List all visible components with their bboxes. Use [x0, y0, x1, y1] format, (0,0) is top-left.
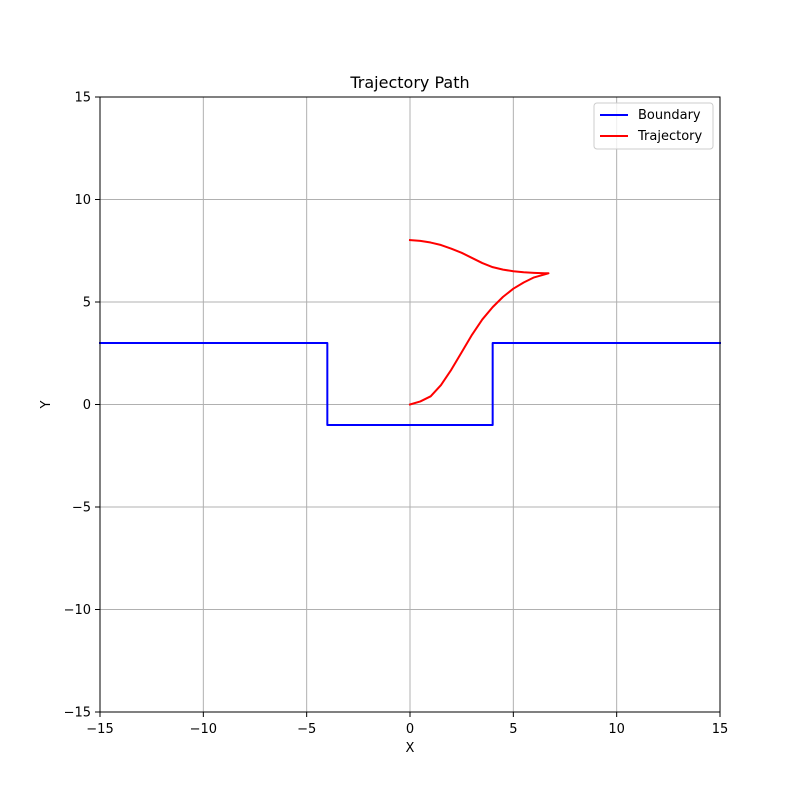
legend-boundary-label: Boundary — [638, 108, 701, 123]
y-axis-label: Y — [39, 400, 54, 409]
y-tick-label: 5 — [83, 296, 91, 311]
boundary-series-line — [99, 342, 721, 426]
legend-trajectory-label: Trajectory — [637, 129, 702, 144]
x-tick-label: −5 — [297, 722, 316, 737]
y-tick-label: 0 — [83, 398, 91, 413]
chart-title: Trajectory Path — [349, 73, 469, 92]
y-tick-label: −15 — [64, 706, 91, 721]
x-tick-label: 5 — [509, 722, 517, 737]
axis-ticks: −15 −10 −5 0 5 10 15 −15 −10 −5 0 5 10 15 — [64, 91, 729, 738]
x-tick-label: −15 — [86, 722, 113, 737]
x-tick-label: 0 — [406, 722, 414, 737]
x-axis-label: X — [406, 741, 415, 756]
y-tick-label: 10 — [74, 193, 91, 208]
series-layer — [99, 239, 721, 426]
x-tick-label: 10 — [608, 722, 625, 737]
trajectory-series-line — [408, 239, 550, 406]
y-tick-label: −5 — [72, 501, 91, 516]
x-tick-label: −10 — [190, 722, 217, 737]
y-tick-label: 15 — [74, 91, 91, 106]
y-tick-label: −10 — [64, 603, 91, 618]
legend: Boundary Trajectory — [593, 102, 714, 150]
x-tick-label: 15 — [712, 722, 729, 737]
